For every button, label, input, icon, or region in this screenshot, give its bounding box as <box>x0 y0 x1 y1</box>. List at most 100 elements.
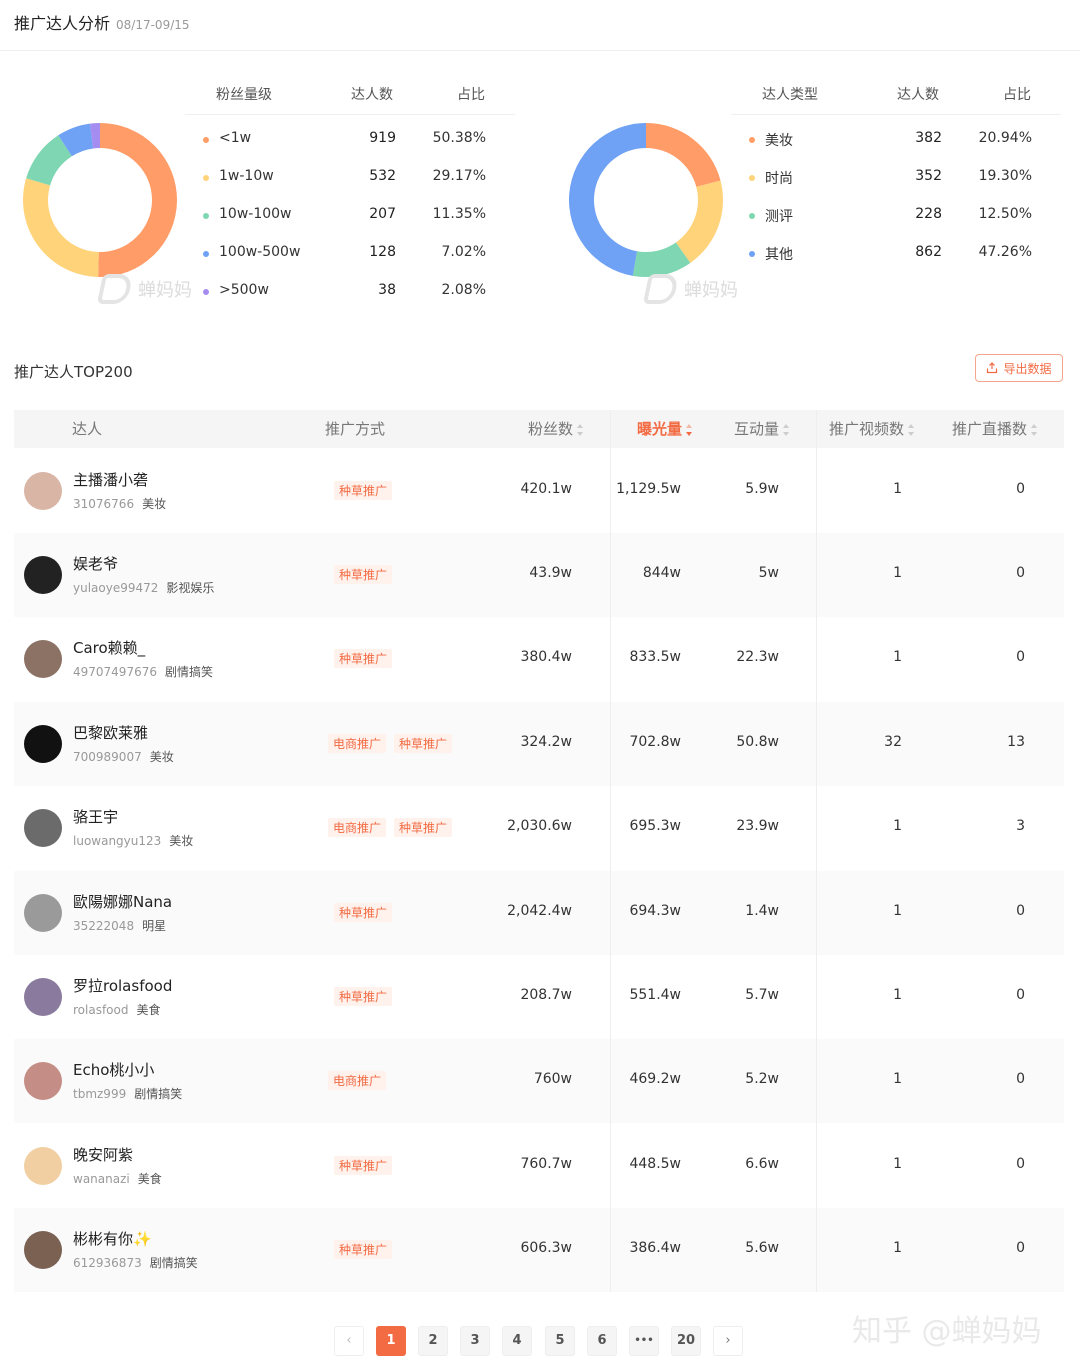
avatar[interactable] <box>24 472 62 510</box>
avatar[interactable] <box>24 725 62 763</box>
export-data-button[interactable]: 导出数据 <box>975 354 1063 382</box>
list-item: 测评 228 12.50% <box>731 206 1061 226</box>
donut-slice <box>675 180 723 263</box>
table-row[interactable]: 骆王宇 luowangyu123 美妆 电商推广 种草推广 2,030.6w 695… <box>14 786 1064 870</box>
page-ellipsis[interactable]: ••• <box>629 1326 659 1356</box>
page-20-button[interactable]: 20 <box>671 1326 701 1356</box>
lives-value: 0 <box>1016 1156 1025 1172</box>
promo-tags: 电商推广 <box>328 1071 394 1090</box>
donut-slice <box>58 123 94 157</box>
table-row[interactable]: 罗拉rolasfood rolasfood 美食 种草推广 208.7w 551.… <box>14 955 1064 1039</box>
influencer-category: 美食 <box>136 1003 161 1017</box>
col-fans[interactable]: 粉丝数 <box>528 410 584 448</box>
influencer-meta: rolasfood 美食 <box>73 1001 161 1018</box>
videos-value: 1 <box>893 1240 902 1256</box>
influencer-name[interactable]: 晚安阿紫 <box>73 1146 134 1164</box>
list-item: <1w 919 50.38% <box>185 130 515 150</box>
videos-value: 1 <box>893 1071 902 1087</box>
header-divider <box>0 50 1080 51</box>
fans-value: 420.1w <box>520 481 572 497</box>
videos-value: 32 <box>884 734 902 750</box>
influencer-id: wananazi <box>73 1172 130 1186</box>
donut-slice <box>23 178 99 277</box>
legend-dot <box>203 251 209 257</box>
avatar[interactable] <box>24 1147 62 1185</box>
exposure-value: 702.8w <box>629 734 681 750</box>
row-count: 352 <box>915 168 942 184</box>
donut-watermark: 蝉妈妈 <box>642 274 738 304</box>
table-row[interactable]: Caro赖赖_ 49707497676 剧情搞笑 种草推广 380.4w 833.… <box>14 617 1064 701</box>
influencer-category: 剧情搞笑 <box>164 665 213 679</box>
page-title: 推广达人分析 <box>14 14 111 33</box>
prev-page-button[interactable]: ‹ <box>334 1326 364 1356</box>
col-lives-label: 推广直播数 <box>952 420 1028 438</box>
donut-slice <box>89 123 100 149</box>
influencer-name[interactable]: 彬彬有你✨ <box>73 1230 152 1248</box>
avatar[interactable] <box>24 1062 62 1100</box>
lives-value: 13 <box>1007 734 1025 750</box>
row-count: 382 <box>915 130 942 146</box>
avatar[interactable] <box>24 894 62 932</box>
col-lives[interactable]: 推广直播数 <box>952 410 1038 448</box>
page-1-button[interactable]: 1 <box>376 1326 406 1356</box>
row-count: 207 <box>369 206 396 222</box>
page-4-button[interactable]: 4 <box>502 1326 532 1356</box>
row-label: <1w <box>219 130 252 146</box>
influencer-name[interactable]: 巴黎欧莱雅 <box>73 724 149 742</box>
date-range: 08/17-09/15 <box>116 18 190 32</box>
promo-tag: 电商推广 <box>328 818 387 837</box>
videos-value: 1 <box>893 649 902 665</box>
interaction-value: 5.7w <box>745 987 779 1003</box>
page-2-button[interactable]: 2 <box>418 1326 448 1356</box>
exposure-value: 448.5w <box>629 1156 681 1172</box>
influencer-name[interactable]: 主播潘小砻 <box>73 471 149 489</box>
videos-value: 1 <box>893 818 902 834</box>
row-label: 100w-500w <box>219 244 301 260</box>
table-row[interactable]: 巴黎欧莱雅 700989007 美妆 电商推广 种草推广 324.2w 702.8w… <box>14 702 1064 786</box>
col-exposure[interactable]: 曝光量 <box>637 410 693 448</box>
influencer-id: 31076766 <box>73 497 135 511</box>
col-videos[interactable]: 推广视频数 <box>829 410 915 448</box>
next-page-button[interactable]: › <box>713 1326 743 1356</box>
avatar[interactable] <box>24 556 62 594</box>
table-row[interactable]: Echo桃小小 tbmz999 剧情搞笑 电商推广 760w 469.2w 5.2… <box>14 1039 1064 1123</box>
col-method: 推广方式 <box>325 420 386 438</box>
avatar[interactable] <box>24 809 62 847</box>
watermark-logo-icon <box>96 274 134 304</box>
fans-value: 2,042.4w <box>507 903 572 919</box>
influencer-name[interactable]: 罗拉rolasfood <box>73 977 173 995</box>
column-divider <box>816 410 817 1292</box>
influencer-meta: 612936873 剧情搞笑 <box>73 1254 198 1271</box>
table-row[interactable]: 娱老爷 yulaoye99472 影视娱乐 种草推广 43.9w 844w 5w … <box>14 533 1064 617</box>
influencer-meta: 35222048 明星 <box>73 917 166 934</box>
influencer-id: 612936873 <box>73 1256 142 1270</box>
exposure-value: 551.4w <box>629 987 681 1003</box>
row-label: >500w <box>219 282 269 298</box>
promo-tag: 种草推广 <box>334 565 393 584</box>
page-6-button[interactable]: 6 <box>587 1326 617 1356</box>
influencer-name[interactable]: Caro赖赖_ <box>73 639 146 657</box>
fans-value: 208.7w <box>520 987 572 1003</box>
list-item: >500w 38 2.08% <box>185 282 515 302</box>
videos-value: 1 <box>893 1156 902 1172</box>
influencer-name[interactable]: 骆王宇 <box>73 808 119 826</box>
avatar[interactable] <box>24 978 62 1016</box>
page-3-button[interactable]: 3 <box>460 1326 490 1356</box>
avatar[interactable] <box>24 1231 62 1269</box>
table-row[interactable]: 主播潘小砻 31076766 美妆 种草推广 420.1w 1,129.5w 5.… <box>14 449 1064 533</box>
influencer-name[interactable]: 歐陽娜娜Nana <box>73 893 173 911</box>
influencer-name[interactable]: Echo桃小小 <box>73 1061 155 1079</box>
avatar[interactable] <box>24 640 62 678</box>
influencer-name[interactable]: 娱老爷 <box>73 555 119 573</box>
table-row[interactable]: 晚安阿紫 wananazi 美食 种草推广 760.7w 448.5w 6.6w … <box>14 1124 1064 1208</box>
exposure-value: 386.4w <box>629 1240 681 1256</box>
header-count: 达人数 <box>897 87 939 103</box>
col-interaction[interactable]: 互动量 <box>734 410 790 448</box>
watermark-text: 蝉妈妈 <box>684 280 738 301</box>
page-5-button[interactable]: 5 <box>545 1326 575 1356</box>
table-row[interactable]: 彬彬有你✨ 612936873 剧情搞笑 种草推广 606.3w 386.4w 5… <box>14 1208 1064 1292</box>
promo-tags: 种草推广 <box>334 481 400 500</box>
promo-tag: 种草推广 <box>334 1240 393 1259</box>
influencer-meta: 700989007 美妆 <box>73 748 174 765</box>
table-row[interactable]: 歐陽娜娜Nana 35222048 明星 种草推广 2,042.4w 694.3w… <box>14 871 1064 955</box>
